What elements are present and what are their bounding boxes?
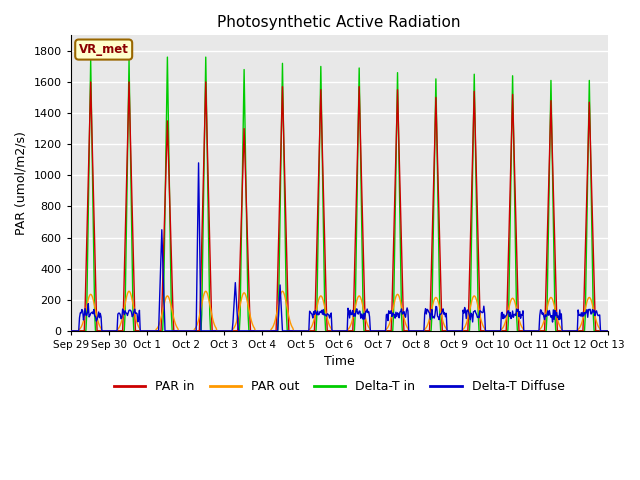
Title: Photosynthetic Active Radiation: Photosynthetic Active Radiation [218,15,461,30]
Text: VR_met: VR_met [79,43,129,56]
Legend: PAR in, PAR out, Delta-T in, Delta-T Diffuse: PAR in, PAR out, Delta-T in, Delta-T Dif… [109,375,570,398]
Y-axis label: PAR (umol/m2/s): PAR (umol/m2/s) [15,131,28,235]
X-axis label: Time: Time [324,355,355,369]
